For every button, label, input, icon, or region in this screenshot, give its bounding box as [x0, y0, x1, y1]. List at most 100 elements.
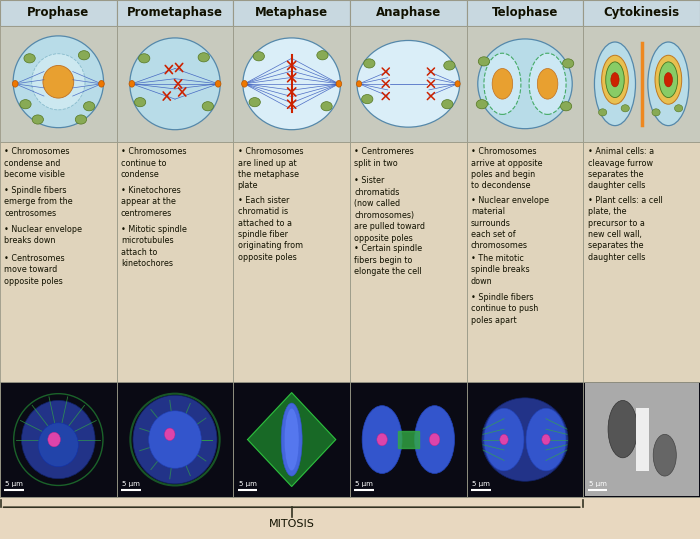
Text: 5 μm: 5 μm [589, 481, 607, 487]
Ellipse shape [357, 40, 460, 127]
Bar [467, 26, 583, 142]
Bar [233, 382, 350, 497]
Text: 5 μm: 5 μm [239, 481, 257, 487]
Ellipse shape [78, 51, 90, 60]
Text: • Each sister
chromatid is
attached to a
spindle fiber
originating from
opposite: • Each sister chromatid is attached to a… [237, 196, 302, 262]
Ellipse shape [202, 102, 214, 111]
Ellipse shape [321, 102, 332, 111]
Text: MITOSIS: MITOSIS [269, 519, 314, 529]
Ellipse shape [478, 57, 489, 66]
Ellipse shape [377, 433, 387, 446]
Text: Prometaphase: Prometaphase [127, 6, 223, 19]
Text: • The mitotic
spindle breaks
down: • The mitotic spindle breaks down [471, 254, 529, 286]
Ellipse shape [362, 406, 402, 473]
Bar [583, 0, 700, 26]
Ellipse shape [664, 73, 673, 87]
Ellipse shape [500, 434, 508, 445]
Text: • Chromosomes
condense and
become visible: • Chromosomes condense and become visibl… [4, 147, 70, 179]
Bar [350, 142, 467, 382]
Ellipse shape [24, 54, 35, 63]
Ellipse shape [76, 115, 87, 124]
Bar [233, 0, 350, 26]
Text: • Chromosomes
are lined up at
the metaphase
plate: • Chromosomes are lined up at the metaph… [237, 147, 303, 190]
Bar [636, 408, 649, 471]
Ellipse shape [243, 38, 340, 130]
Ellipse shape [414, 406, 454, 473]
Ellipse shape [99, 80, 104, 87]
Ellipse shape [563, 59, 574, 68]
Text: • Chromosomes
continue to
condense: • Chromosomes continue to condense [121, 147, 186, 179]
Text: • Centrosomes
move toward
opposite poles: • Centrosomes move toward opposite poles [4, 254, 65, 286]
Bar [350, 26, 467, 142]
Ellipse shape [429, 433, 440, 446]
Text: • Spindle fibers
emerge from the
centrosomes: • Spindle fibers emerge from the centros… [4, 186, 73, 218]
Bar [117, 26, 233, 142]
Ellipse shape [317, 51, 328, 60]
Ellipse shape [476, 100, 487, 109]
Text: • Nuclear envelope
breaks down: • Nuclear envelope breaks down [4, 225, 82, 245]
Ellipse shape [22, 400, 95, 479]
Ellipse shape [484, 53, 521, 114]
Ellipse shape [484, 408, 524, 471]
Ellipse shape [13, 36, 104, 128]
Ellipse shape [20, 100, 31, 109]
Ellipse shape [13, 80, 18, 87]
Ellipse shape [482, 398, 568, 481]
Bar [117, 0, 233, 26]
Text: Anaphase: Anaphase [376, 6, 441, 19]
Ellipse shape [526, 408, 566, 471]
Ellipse shape [38, 423, 78, 467]
Polygon shape [398, 431, 419, 448]
Ellipse shape [32, 54, 85, 110]
Text: Metaphase: Metaphase [255, 6, 328, 19]
Ellipse shape [216, 80, 221, 87]
Ellipse shape [48, 432, 60, 447]
Text: • Animal cells: a
cleavage furrow
separates the
daughter cells: • Animal cells: a cleavage furrow separa… [587, 147, 654, 190]
Ellipse shape [444, 61, 455, 70]
Ellipse shape [492, 68, 512, 99]
Text: • Nuclear envelope
material
surrounds
each set of
chromosomes: • Nuclear envelope material surrounds ea… [471, 196, 549, 251]
Bar [584, 383, 699, 496]
Ellipse shape [129, 80, 134, 87]
Ellipse shape [561, 102, 572, 111]
Bar [350, 382, 467, 497]
Ellipse shape [659, 62, 678, 98]
Bar [233, 142, 350, 382]
Ellipse shape [43, 65, 74, 98]
Ellipse shape [652, 109, 660, 116]
Ellipse shape [648, 42, 689, 126]
Ellipse shape [675, 105, 682, 112]
Ellipse shape [134, 98, 146, 107]
Ellipse shape [442, 100, 453, 109]
Text: • Centromeres
split in two: • Centromeres split in two [354, 147, 414, 168]
Ellipse shape [529, 53, 566, 114]
Text: • Sister
chromatids
(now called
chromosomes)
are pulled toward
opposite poles: • Sister chromatids (now called chromoso… [354, 176, 425, 243]
Ellipse shape [608, 400, 638, 458]
Ellipse shape [164, 428, 175, 440]
Text: 5 μm: 5 μm [356, 481, 373, 487]
Ellipse shape [598, 109, 607, 116]
Ellipse shape [83, 102, 94, 111]
Ellipse shape [606, 62, 624, 98]
Bar [117, 382, 233, 497]
Ellipse shape [249, 98, 260, 107]
Ellipse shape [198, 53, 209, 62]
Text: • Kinetochores
appear at the
centromeres: • Kinetochores appear at the centromeres [121, 186, 181, 218]
Ellipse shape [356, 81, 362, 87]
Ellipse shape [253, 52, 265, 61]
Bar [467, 0, 583, 26]
Ellipse shape [130, 38, 220, 130]
Ellipse shape [284, 408, 299, 471]
Bar [350, 0, 467, 26]
Bar [0, 0, 117, 26]
Text: Prophase: Prophase [27, 6, 90, 19]
Text: • Mitotic spindle
microtubules
attach to
kinetochores: • Mitotic spindle microtubules attach to… [121, 225, 187, 268]
Bar [467, 142, 583, 382]
Bar [0, 382, 117, 497]
Ellipse shape [336, 80, 342, 87]
Bar [467, 382, 583, 497]
Ellipse shape [653, 434, 676, 476]
Text: Cytokinesis: Cytokinesis [603, 6, 680, 19]
Ellipse shape [594, 42, 636, 126]
Ellipse shape [611, 73, 619, 87]
